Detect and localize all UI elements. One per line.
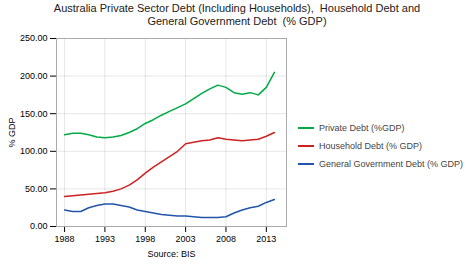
svg-text:2008: 2008 [216,234,236,244]
svg-text:0.00: 0.00 [30,221,48,231]
html-text:Household Debt (% GDP): Household Debt (% GDP) [319,141,422,151]
svg-text:Source: BIS: Source: BIS [147,249,195,259]
svg-text:100.00: 100.00 [20,146,48,156]
svg-text:1993: 1993 [95,234,115,244]
svg-text:1988: 1988 [55,234,75,244]
html-text:General Government Debt (% GDP: General Government Debt (% GDP) [319,159,464,169]
svg-text:250.00: 250.00 [20,33,48,43]
svg-text:1998: 1998 [135,234,155,244]
svg-text:200.00: 200.00 [20,71,48,81]
svg-text:150.00: 150.00 [20,109,48,119]
svg-text:50.00: 50.00 [25,184,48,194]
svg-text:2013: 2013 [256,234,276,244]
html-text:Private Debt (%GDP): Private Debt (%GDP) [319,123,405,133]
svg-text:2003: 2003 [176,234,196,244]
html-text:Australia Private Sector Debt: Australia Private Sector Debt (Including… [53,2,421,27]
svg-text:% GDP: % GDP [7,117,17,147]
